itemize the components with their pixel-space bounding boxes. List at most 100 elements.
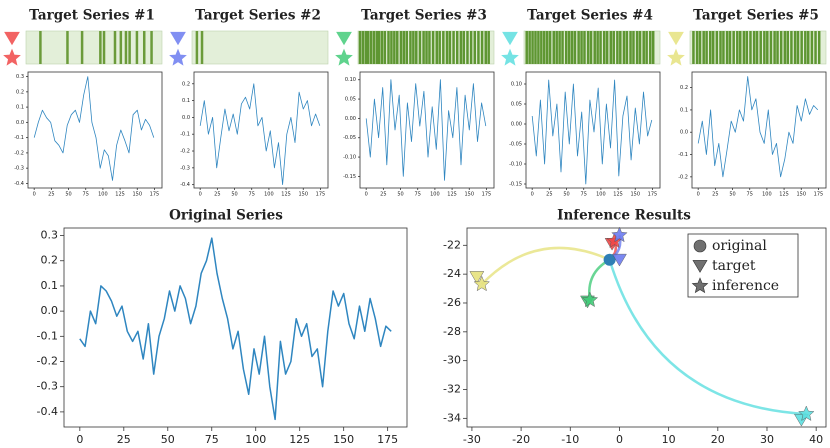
x-tick-label: 25: [48, 192, 54, 198]
y-tick-label: -28: [443, 325, 461, 338]
x-tick-label: 75: [747, 192, 753, 198]
x-tick-label: 50: [231, 192, 237, 198]
mask-line: [435, 31, 439, 64]
x-tick-label: 150: [298, 192, 308, 198]
mask-line: [80, 31, 84, 64]
trajectory: [608, 259, 807, 416]
mask-line: [779, 31, 783, 64]
mask-line: [602, 31, 606, 64]
y-tick-label: -0.15: [343, 174, 356, 180]
y-tick-label: -0.15: [509, 182, 522, 188]
mask-line: [619, 31, 622, 64]
mask-line: [616, 31, 619, 64]
x-tick-label: 10: [662, 433, 676, 446]
mask-line: [487, 31, 490, 64]
mask-line: [725, 31, 729, 64]
mask-line: [128, 31, 131, 64]
mask-line: [567, 31, 571, 64]
x-tick-label: 125: [115, 192, 125, 198]
mask-line: [39, 31, 42, 64]
mask-line: [570, 31, 574, 64]
legend-label: target: [712, 258, 756, 274]
series-line: [199, 83, 321, 185]
x-tick-label: 175: [814, 192, 824, 198]
y-tick-label: 0.1: [16, 105, 24, 111]
x-tick-label: 0: [76, 433, 83, 446]
y-tick-label: -0.1: [180, 132, 190, 138]
mask-line: [586, 31, 590, 64]
target-icon: [170, 31, 186, 46]
x-tick-label: 125: [281, 192, 291, 198]
legend-symbol: [691, 277, 709, 294]
inference-point: [611, 226, 628, 243]
mask-line: [412, 31, 415, 64]
mask-line: [358, 31, 362, 64]
mask-line: [396, 31, 399, 64]
mask-line: [589, 31, 593, 64]
mask-line: [596, 31, 599, 64]
mask-line: [455, 31, 459, 64]
inference-point: [798, 405, 815, 422]
mask-line: [200, 31, 204, 64]
mask-line: [593, 31, 596, 64]
mask-line: [393, 31, 396, 64]
inference-point: [581, 291, 599, 308]
x-tick-label: 20: [711, 433, 725, 446]
mask-line: [742, 31, 746, 64]
mask-line: [645, 31, 648, 64]
x-tick-label: -20: [512, 433, 530, 446]
mask-line: [763, 31, 766, 64]
x-tick-label: 100: [596, 192, 606, 198]
mask-line: [715, 31, 719, 64]
mask-line: [543, 31, 546, 64]
series-line: [531, 79, 653, 185]
y-tick-label: -22: [443, 238, 461, 251]
y-tick-label: -0.2: [180, 149, 190, 155]
mask-line: [804, 31, 807, 64]
mask-line: [142, 31, 146, 64]
mask-line: [642, 31, 645, 64]
mask-line: [711, 31, 715, 64]
mask-line: [405, 31, 409, 64]
mask-line: [736, 31, 739, 64]
mask-line: [399, 31, 403, 64]
y-tick-label: -0.1: [678, 152, 688, 158]
x-tick-label: 100: [762, 192, 772, 198]
x-tick-label: 175: [150, 192, 160, 198]
mask-line: [776, 31, 779, 64]
mask-line: [752, 31, 756, 64]
inference-point: [473, 275, 491, 292]
x-tick-label: 0: [697, 192, 700, 198]
mask-line: [113, 31, 117, 64]
y-tick-label: -0.05: [509, 142, 522, 148]
mask-line: [705, 31, 708, 64]
mask-line: [466, 31, 469, 64]
x-tick-label: 0: [531, 192, 534, 198]
mask-line: [135, 31, 139, 64]
x-tick-label: 50: [563, 192, 569, 198]
mask-line: [431, 31, 435, 64]
mask-line: [462, 31, 466, 64]
mask-line: [99, 31, 102, 64]
y-tick-label: 0.10: [511, 82, 522, 88]
panel-title: Target Series #1: [29, 8, 155, 24]
mask-line: [605, 31, 609, 64]
mask-line: [635, 31, 639, 64]
x-tick-label: 100: [98, 192, 108, 198]
mask-line: [651, 31, 655, 64]
mask-line: [800, 31, 803, 64]
x-tick-label: 175: [482, 192, 492, 198]
trajectory: [480, 246, 611, 286]
y-tick-label: -0.2: [678, 174, 688, 180]
mask-line: [814, 31, 817, 64]
series-line: [79, 237, 392, 421]
target-point: [612, 253, 627, 267]
inference-icon: [3, 48, 21, 66]
mask-line: [525, 31, 528, 64]
mask-line: [473, 31, 477, 64]
x-tick-label: 50: [161, 433, 175, 446]
x-tick-label: 50: [65, 192, 71, 198]
mask-line: [375, 31, 379, 64]
x-tick-label: 75: [205, 433, 219, 446]
